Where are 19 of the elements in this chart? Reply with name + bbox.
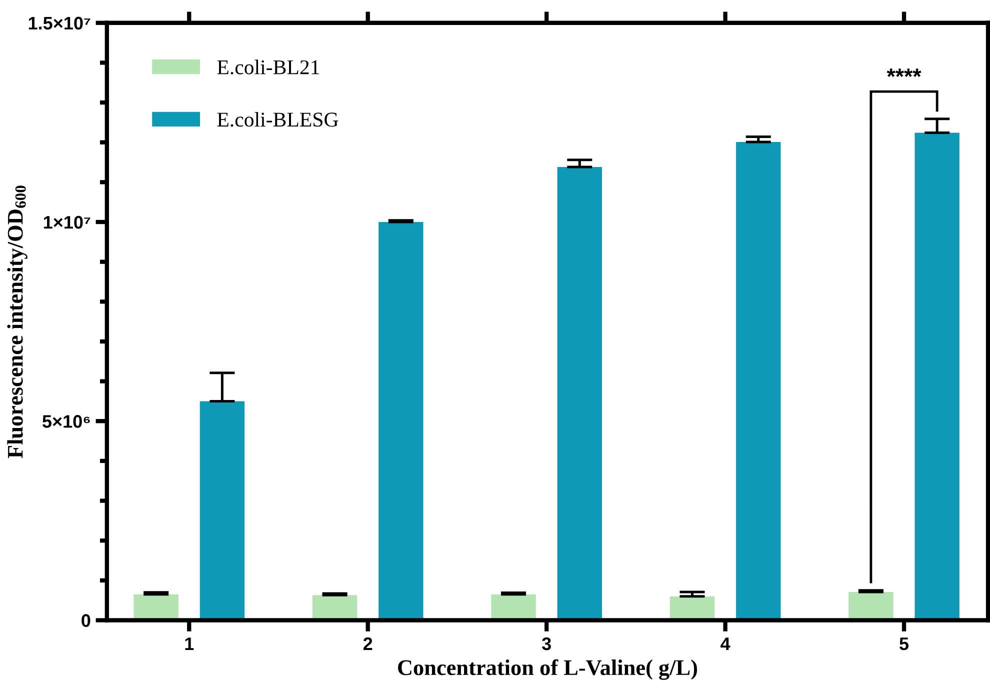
x-tick-label: 5 <box>900 638 909 650</box>
y-tick-label: 1×10⁷ <box>44 216 90 229</box>
y-tick-label: 1.5×10⁷ <box>28 16 90 30</box>
annotation: **** <box>886 68 922 77</box>
legend-label: E.coli-BLESG <box>217 112 338 127</box>
x-tick-label: 3 <box>542 637 551 650</box>
x-tick-label: 1 <box>185 638 194 650</box>
legend-label: E.coli-BL21 <box>217 60 320 74</box>
x-axis-title: Concentration of L-Valine( g/L) <box>398 659 698 680</box>
y-axis-title: Fluorescence intensity/OD$_{600}$ <box>7 186 28 458</box>
y-tick-label: 0 <box>82 614 90 627</box>
bar <box>848 592 894 620</box>
bar <box>378 222 424 620</box>
bar <box>736 142 781 620</box>
y-tick-label: 5×10⁶ <box>42 415 90 428</box>
x-tick-label: 2 <box>363 637 372 650</box>
x-tick-label: 4 <box>720 638 730 650</box>
bar <box>557 167 602 620</box>
bar <box>200 401 245 620</box>
